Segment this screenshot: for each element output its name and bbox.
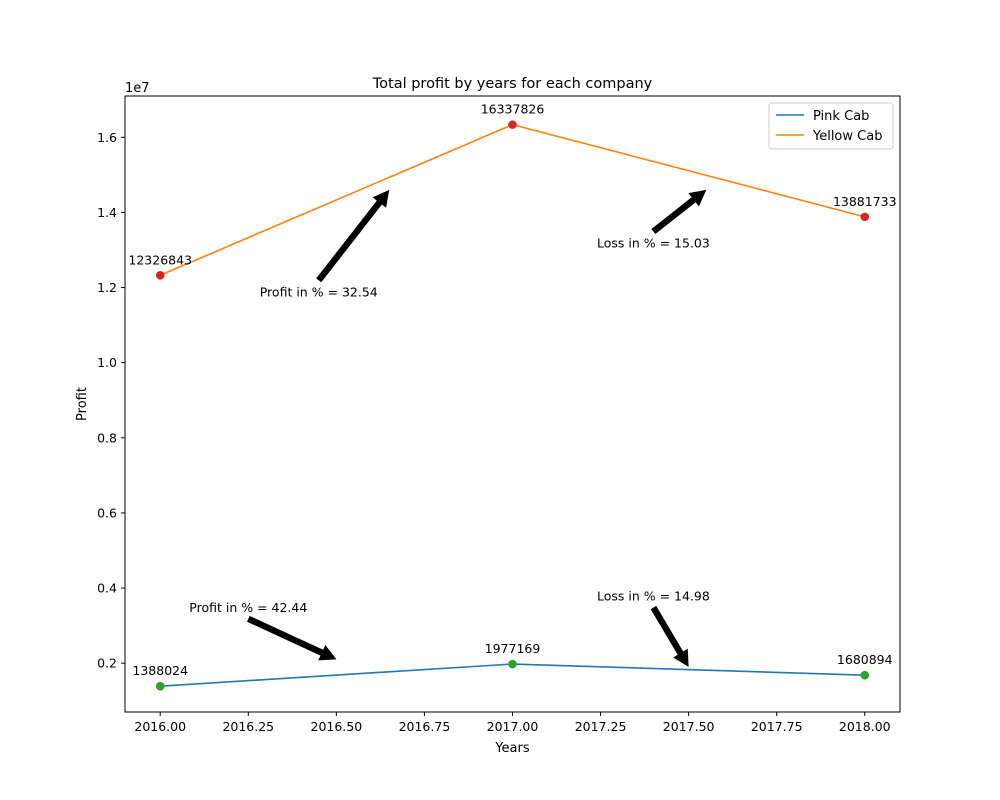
series-layer: [155, 120, 870, 691]
y-axis-offset-label: 1e7: [125, 81, 150, 96]
point-labels-layer: 1388024 1977169 1680894 12326843 16337826 138…: [128, 102, 896, 679]
y-tick-label: 1.6: [97, 130, 117, 145]
y-tick-label: 1.2: [97, 280, 117, 295]
data-point-label: 1388024: [132, 663, 188, 678]
y-axis-label: Profit: [75, 387, 90, 421]
y-tick-label: 0.4: [97, 581, 117, 596]
y-tick-label: 0.2: [97, 656, 117, 671]
y-axis-ticks: 0.2 0.4 0.6 0.8 1.0 1.2 1.4 1.6: [97, 130, 125, 671]
data-point-label: 13881733: [833, 194, 897, 209]
annotation-text: Loss in % = 14.98: [597, 589, 710, 604]
data-point: [155, 270, 165, 280]
data-point: [155, 681, 165, 691]
annotations-layer: Profit in % = 32.54 Loss in % = 15.03 Prof…: [189, 189, 710, 667]
x-tick-label: 2016.75: [399, 719, 451, 734]
series-line-1: [159, 123, 865, 277]
x-tick-label: 2016.50: [311, 719, 363, 734]
data-point-label: 16337826: [481, 102, 545, 117]
legend-label-pink-cab: Pink Cab: [813, 109, 869, 124]
annotation-arrow: [316, 189, 390, 283]
y-tick-label: 0.6: [97, 505, 117, 520]
x-axis-ticks: 2016.00 2016.25 2016.50 2016.75 2017.00 2017.…: [134, 712, 891, 734]
annotation-arrow: [651, 189, 707, 234]
legend: Pink Cab Yellow Cab: [768, 102, 894, 150]
legend-label-yellow-cab: Yellow Cab: [812, 129, 882, 144]
data-point: [508, 659, 517, 669]
data-point: [860, 212, 870, 222]
y-tick-label: 1.0: [97, 355, 117, 370]
x-tick-label: 2017.75: [751, 719, 803, 734]
x-tick-label: 2017.00: [487, 719, 539, 734]
y-tick-label: 1.4: [97, 205, 117, 220]
data-point-label: 1977169: [485, 641, 541, 656]
annotation-arrow: [650, 605, 689, 667]
annotation-arrow: [247, 615, 337, 661]
x-tick-label: 2016.25: [222, 719, 274, 734]
data-point-label: 1680894: [837, 652, 893, 667]
plot-frame: [124, 95, 901, 713]
annotation-text: Profit in % = 32.54: [260, 284, 378, 299]
x-tick-label: 2017.50: [663, 719, 715, 734]
x-tick-label: 2016.00: [134, 719, 186, 734]
annotation-text: Profit in % = 42.44: [189, 600, 307, 615]
chart-title: Total profit by years for each company: [372, 76, 653, 92]
x-tick-label: 2018.00: [839, 719, 891, 734]
data-point: [508, 120, 517, 129]
data-point: [860, 670, 870, 680]
annotation-text: Loss in % = 15.03: [597, 235, 710, 250]
y-tick-label: 0.8: [97, 430, 117, 445]
data-point-label: 12326843: [128, 252, 192, 267]
x-axis-label: Years: [494, 741, 530, 756]
x-tick-label: 2017.25: [575, 719, 627, 734]
